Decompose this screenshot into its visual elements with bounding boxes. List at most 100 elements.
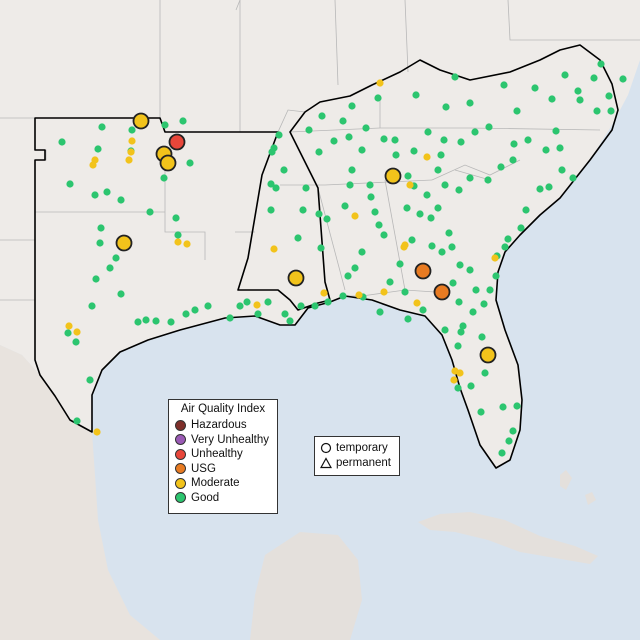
site-marker-good xyxy=(552,127,560,135)
site-marker-good xyxy=(73,417,81,425)
site-marker-good xyxy=(410,147,418,155)
site-marker-good xyxy=(416,210,424,218)
site-marker-moderate xyxy=(174,238,182,246)
site-marker-good xyxy=(466,174,474,182)
site-marker-good xyxy=(294,234,302,242)
site-marker-good xyxy=(297,302,305,310)
state-border-line xyxy=(277,109,306,133)
site-marker-good xyxy=(286,317,294,325)
site-marker-good xyxy=(268,148,276,156)
site-marker-good xyxy=(509,427,517,435)
region-outline xyxy=(34,44,619,469)
site-marker-good xyxy=(484,176,492,184)
site-marker-good xyxy=(374,94,382,102)
site-marker-good xyxy=(545,183,553,191)
site-marker-good xyxy=(386,278,394,286)
site-marker-good xyxy=(117,196,125,204)
site-marker-good xyxy=(412,91,420,99)
site-marker-good xyxy=(182,310,190,318)
site-marker-good xyxy=(272,184,280,192)
site-marker-good xyxy=(305,126,313,134)
aqi-legend-row-unhealthy: Unhealthy xyxy=(175,447,271,462)
state-border-line xyxy=(334,0,339,86)
site-marker-good xyxy=(497,163,505,171)
site-marker-good xyxy=(160,174,168,182)
aqi-legend-title: Air Quality Index xyxy=(180,403,266,415)
site-marker-good xyxy=(434,204,442,212)
site-marker-good xyxy=(492,272,500,280)
site-marker-good xyxy=(466,99,474,107)
site-marker-good xyxy=(454,342,462,350)
site-marker-good xyxy=(391,136,399,144)
site-marker-good xyxy=(204,302,212,310)
site-marker-good xyxy=(451,73,459,81)
site-marker-good xyxy=(96,239,104,247)
good-label: Good xyxy=(191,491,220,504)
site-marker-moderate xyxy=(73,328,81,336)
site-marker-moderate xyxy=(270,245,278,253)
site-marker-good xyxy=(480,300,488,308)
aqi-legend-row-hazardous: Hazardous xyxy=(175,418,271,433)
site-marker-good xyxy=(267,180,275,188)
site-marker-good xyxy=(423,191,431,199)
site-legend-row-temporary: temporary xyxy=(320,441,394,456)
state-borders xyxy=(0,0,640,301)
site-marker-good xyxy=(590,74,598,82)
site-marker-good xyxy=(441,326,449,334)
site-marker-good xyxy=(348,102,356,110)
site-marker-good xyxy=(281,310,289,318)
mexico-landmass xyxy=(0,345,160,640)
site-marker-good xyxy=(264,298,272,306)
site-marker-good xyxy=(499,403,507,411)
site-marker-good xyxy=(605,92,613,100)
site-marker-good xyxy=(280,166,288,174)
site-marker-good xyxy=(501,243,509,251)
site-marker-good xyxy=(548,95,556,103)
site-marker-good xyxy=(505,437,513,445)
site-marker-large-usg xyxy=(414,262,432,280)
site-marker-good xyxy=(593,107,601,115)
site-marker-good xyxy=(186,159,194,167)
site-marker-good xyxy=(103,188,111,196)
site-marker-good xyxy=(459,322,467,330)
state-border-line xyxy=(324,179,433,186)
site-marker-good xyxy=(457,138,465,146)
site-marker-good xyxy=(362,124,370,132)
site-marker-good xyxy=(315,210,323,218)
site-marker-good xyxy=(442,103,450,111)
cuba-landmass xyxy=(418,512,598,564)
site-marker-good xyxy=(371,208,379,216)
state-border-line xyxy=(431,159,521,181)
site-marker-large-moderate xyxy=(384,167,402,185)
site-marker-moderate xyxy=(351,212,359,220)
site-marker-good xyxy=(358,248,366,256)
site-marker-good xyxy=(510,140,518,148)
site-marker-good xyxy=(317,244,325,252)
site-marker-good xyxy=(574,87,582,95)
site-marker-large-moderate xyxy=(132,112,150,130)
site-marker-moderate xyxy=(183,240,191,248)
site-marker-large-moderate xyxy=(159,154,177,172)
site-marker-good xyxy=(419,306,427,314)
site-marker-good xyxy=(576,96,584,104)
site-marker-good xyxy=(455,186,463,194)
site-marker-good xyxy=(440,136,448,144)
site-marker-good xyxy=(500,81,508,89)
site-marker-moderate xyxy=(401,241,409,249)
site-marker-good xyxy=(161,121,169,129)
site-marker-good xyxy=(243,298,251,306)
site-marker-good xyxy=(98,123,106,131)
site-marker-large-moderate xyxy=(115,234,133,252)
site-marker-moderate xyxy=(456,369,464,377)
site-marker-good xyxy=(134,318,142,326)
triangle-icon xyxy=(320,457,332,469)
site-marker-good xyxy=(339,292,347,300)
site-marker-good xyxy=(424,128,432,136)
site-marker-good xyxy=(302,184,310,192)
site-marker-good xyxy=(315,148,323,156)
site-marker-good xyxy=(86,376,94,384)
good-swatch-icon xyxy=(175,492,186,504)
site-marker-good xyxy=(112,254,120,262)
site-marker-good xyxy=(404,172,412,180)
site-marker-good xyxy=(179,117,187,125)
